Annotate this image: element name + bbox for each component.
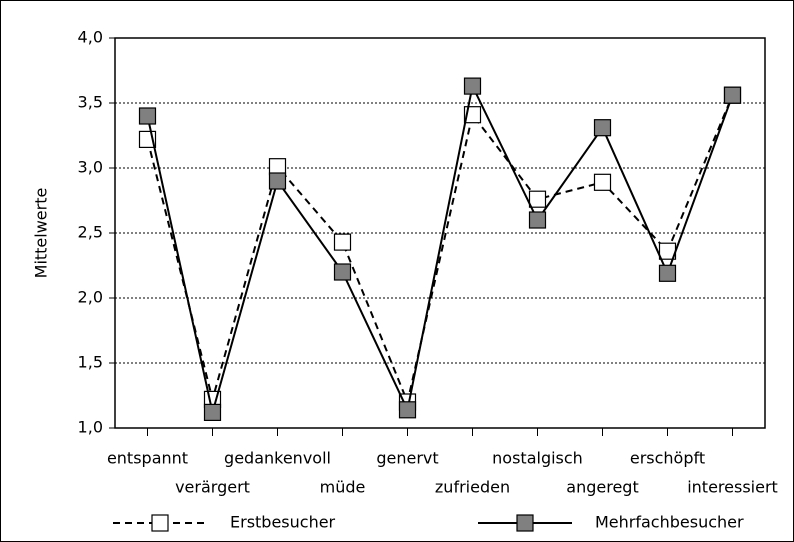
plot-frame (114, 37, 766, 429)
x-tick-label: entspannt (107, 449, 188, 468)
legend-label: Mehrfachbesucher (595, 513, 744, 532)
x-tick-label: genervt (376, 449, 438, 468)
legend-marker (516, 514, 534, 532)
marker (593, 119, 612, 137)
y-tick-label: 2,0 (78, 288, 103, 307)
x-tick-label: müde (320, 478, 366, 497)
y-tick-label: 2,5 (78, 223, 103, 242)
series-line (146, 82, 734, 413)
legend-marker (151, 514, 169, 532)
marker (723, 86, 742, 104)
x-tick-label: zufrieden (435, 478, 510, 497)
y-tick-label: 3,5 (78, 93, 103, 112)
y-tick-label: 3,0 (78, 158, 103, 177)
x-tick-label: gedankenvoll (224, 449, 331, 468)
x-tick-label: angeregt (566, 478, 638, 497)
x-tick-label: erschöpft (630, 449, 705, 468)
marker (593, 173, 612, 191)
marker (528, 190, 547, 208)
marker (528, 211, 547, 229)
series-line (146, 94, 734, 406)
y-tick-label: 1,0 (78, 418, 103, 437)
marker (398, 401, 417, 419)
marker (333, 233, 352, 251)
marker (333, 263, 352, 281)
legend-label: Erstbesucher (230, 513, 336, 532)
y-tick-label: 1,5 (78, 353, 103, 372)
x-tick-label: nostalgisch (492, 449, 583, 468)
marker (463, 77, 482, 95)
marker (268, 158, 287, 176)
marker (138, 107, 157, 125)
marker (203, 403, 222, 421)
y-tick-label: 4,0 (78, 28, 103, 47)
x-tick-label: interessiert (687, 478, 778, 497)
marker (268, 172, 287, 190)
y-axis-title: Mittelwerte (32, 188, 51, 279)
x-tick-label: verärgert (175, 478, 250, 497)
marker (658, 264, 677, 282)
